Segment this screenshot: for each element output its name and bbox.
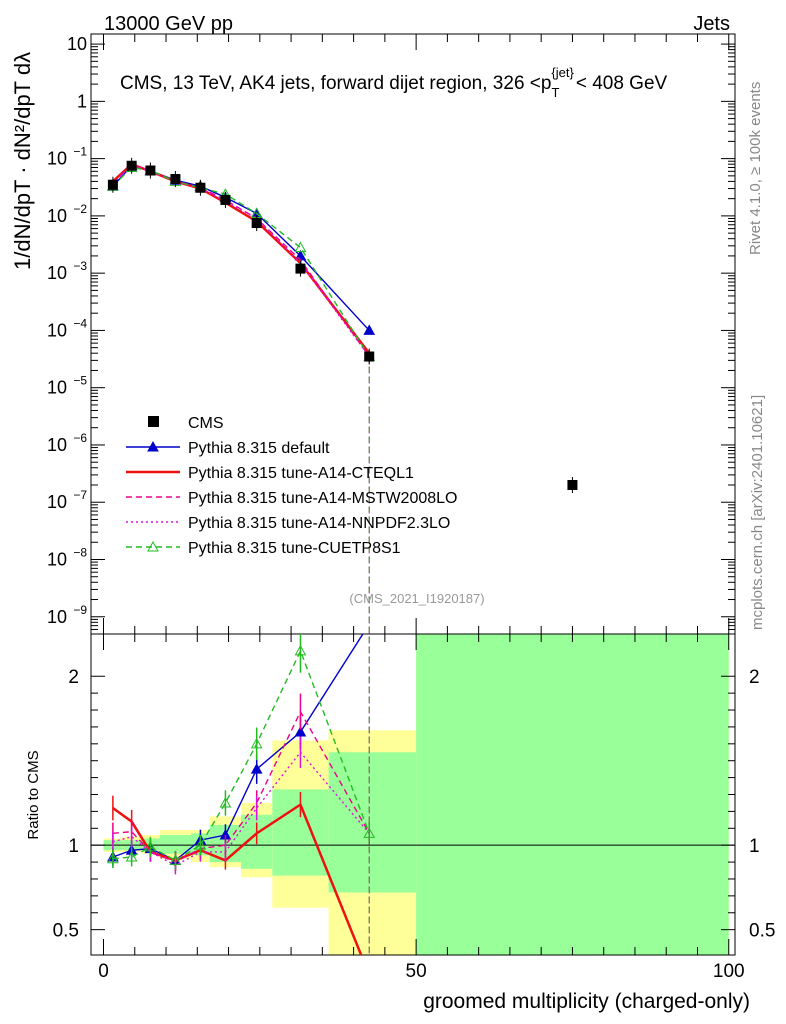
legend-label: Pythia 8.315 tune-A14-NNPDF2.3LO — [188, 515, 450, 532]
legend-marker-triangle — [147, 440, 159, 452]
xtick-label: 0 — [98, 961, 109, 982]
main-ytick-power: −1 — [73, 145, 87, 159]
legend-item: Pythia 8.315 tune-A14-NNPDF2.3LO — [126, 515, 450, 532]
y-axis-label: 1/dN/dpT · dN²/dpT dλ — [10, 52, 35, 270]
xtick-label: 50 — [406, 961, 427, 982]
ratio-series-marker — [169, 854, 182, 865]
main-ytick-label: 10 — [47, 435, 67, 455]
legend-item: Pythia 8.315 tune-A14-CTEQL1 — [126, 465, 414, 482]
main-ytick-label: 10 — [47, 549, 67, 569]
main-series-marker — [363, 324, 376, 335]
plot-title-tail: < 408 GeV — [576, 73, 668, 94]
ratio-ytick-label-right: 1 — [749, 836, 760, 857]
ratio-y-label: Ratio to CMS — [25, 750, 42, 839]
ratio-series-marker — [107, 852, 119, 864]
plot-title-sup: {jet} — [551, 65, 574, 80]
x-axis-label: groomed multiplicity (charged-only) — [423, 990, 750, 1013]
main-ytick-label: 10 — [67, 34, 87, 54]
main-ytick-power: −5 — [73, 374, 87, 388]
main-ytick-power: −9 — [73, 603, 87, 617]
legend-item: Pythia 8.315 tune-A14-MSTW2008LO — [126, 490, 457, 507]
main-ytick-power: −4 — [73, 316, 87, 330]
main-ytick-label: 10 — [47, 607, 67, 627]
ratio-series-marker — [144, 840, 157, 852]
main-ytick-label: 1 — [77, 91, 87, 111]
main-series-line — [112, 163, 370, 357]
ratio-ytick-label-right: 0.5 — [749, 921, 775, 942]
main-ytick-power: −6 — [73, 431, 87, 445]
watermark: (CMS_2021_I1920187) — [349, 591, 484, 606]
ratio-y-label-text: Ratio to CMS — [25, 750, 42, 839]
xtick-label: 100 — [713, 961, 745, 982]
ratio-series-marker — [294, 725, 307, 737]
ratio-series-marker — [294, 644, 307, 656]
main-ytick-label: 10 — [47, 492, 67, 512]
ratio-series-marker — [250, 737, 263, 749]
plot-title: CMS, 13 TeV, AK4 jets, forward dijet reg… — [120, 65, 668, 100]
ratio-band-inner — [328, 752, 417, 893]
ratio-ytick-label-left: 1 — [68, 836, 79, 857]
legend-layer: CMS Pythia 8.315 default Pythia 8.315 tune… — [126, 415, 457, 557]
main-series-marker — [294, 241, 307, 253]
header-right: Jets — [693, 13, 730, 35]
plot-title-main: CMS, 13 TeV, AK4 jets, forward dijet reg… — [120, 73, 551, 94]
mcplots-label-text: mcplots.cern.ch [arXiv:2401.10621] — [749, 395, 766, 630]
main-ytick-label: 10 — [47, 206, 67, 226]
y-axis-label-text: 1/dN/dpT · dN²/dpT dλ — [10, 52, 35, 270]
legend-label: Pythia 8.315 tune-A14-CTEQL1 — [188, 465, 414, 482]
main-ytick-power: −8 — [73, 545, 87, 559]
legend-item: CMS — [148, 415, 224, 432]
main-series-line — [112, 162, 371, 354]
ratio-band-inner — [159, 835, 192, 854]
main-ytick-power: −7 — [73, 488, 87, 502]
legend-label: Pythia 8.315 default — [188, 440, 330, 457]
main-ytick-power: −2 — [73, 202, 87, 216]
header-left: 13000 GeV pp — [104, 13, 233, 35]
rivet-label: Rivet 4.1.0, ≥ 100k events — [747, 82, 764, 255]
ratio-bands-layer — [91, 634, 735, 955]
main-ytick-label: 10 — [47, 378, 67, 398]
main-series-line — [112, 164, 370, 331]
main-ytick-label: 10 — [47, 149, 67, 169]
main-series-line — [112, 163, 370, 357]
ratio-series-marker — [250, 763, 263, 774]
legend-item: Pythia 8.315 default — [126, 440, 330, 457]
legend-label: Pythia 8.315 tune-CUETP8S1 — [188, 540, 401, 557]
mcplots-label: mcplots.cern.ch [arXiv:2401.10621] — [749, 395, 766, 630]
legend-item: Pythia 8.315 tune-CUETP8S1 — [126, 540, 401, 557]
main-series-line — [112, 166, 370, 357]
ratio-ytick-label-right: 2 — [749, 667, 760, 688]
legend-marker-triangle — [147, 540, 159, 552]
ratio-series-marker — [194, 839, 207, 850]
ratio-ytick-label-left: 2 — [68, 667, 79, 688]
ratio-band-inner — [416, 634, 729, 955]
main-ytick-label: 10 — [47, 320, 67, 340]
rivet-label-text: Rivet 4.1.0, ≥ 100k events — [747, 82, 764, 255]
ratio-series-line — [112, 649, 370, 862]
ratio-series-marker — [219, 796, 232, 808]
ratio-ytick-label-left: 0.5 — [53, 921, 79, 942]
series-layer — [107, 157, 578, 955]
legend-marker-square — [148, 416, 159, 427]
ratio-series-marker — [125, 850, 138, 862]
main-ytick-power: −3 — [73, 259, 87, 273]
legend-label: CMS — [188, 415, 224, 432]
main-ytick-label: 10 — [47, 263, 67, 283]
legend-label: Pythia 8.315 tune-A14-MSTW2008LO — [188, 490, 457, 507]
plot-title-sub: T — [551, 85, 559, 100]
